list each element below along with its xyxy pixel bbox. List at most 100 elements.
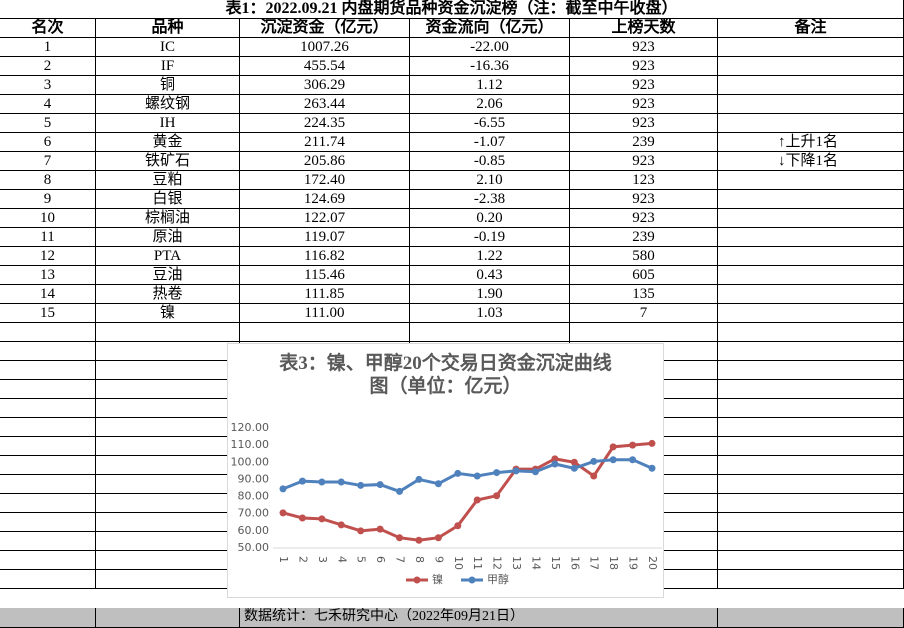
x-tick-label: 3 bbox=[316, 556, 329, 563]
table-cell: -2.38 bbox=[410, 190, 570, 209]
table-cell: 923 bbox=[570, 114, 718, 133]
table-cell: -0.19 bbox=[410, 228, 570, 247]
legend-label: 甲醇 bbox=[487, 572, 509, 586]
table-cell: 455.54 bbox=[240, 57, 410, 76]
empty-cell bbox=[0, 342, 96, 361]
point bbox=[512, 467, 520, 475]
y-tick-label: 70.00 bbox=[238, 507, 270, 520]
point bbox=[648, 439, 656, 447]
empty-cell bbox=[718, 570, 904, 589]
table-cell: 7 bbox=[570, 304, 718, 323]
legend-label: 镍 bbox=[432, 572, 443, 586]
table-cell: 119.07 bbox=[240, 228, 410, 247]
point bbox=[298, 514, 306, 522]
empty-cell bbox=[718, 532, 904, 551]
empty-cell bbox=[0, 513, 96, 532]
table-cell: 211.74 bbox=[240, 133, 410, 152]
point bbox=[648, 464, 656, 472]
point bbox=[551, 460, 559, 468]
point bbox=[318, 515, 326, 523]
table-cell: IF bbox=[96, 57, 240, 76]
x-tick-label: 7 bbox=[394, 556, 407, 563]
table-cell: 124.69 bbox=[240, 190, 410, 209]
table-cell: 15 bbox=[0, 304, 96, 323]
table-cell: 7 bbox=[0, 152, 96, 171]
header-cell: 备注 bbox=[718, 19, 904, 38]
table-cell: 热卷 bbox=[96, 285, 240, 304]
table-cell bbox=[718, 114, 904, 133]
empty-cell bbox=[718, 513, 904, 532]
table-cell: 239 bbox=[570, 133, 718, 152]
empty-cell bbox=[96, 551, 240, 570]
x-tick-label: 18 bbox=[607, 556, 620, 570]
empty-cell bbox=[0, 437, 96, 456]
point bbox=[279, 509, 287, 517]
y-tick-label: 110.00 bbox=[231, 438, 270, 451]
footer-cell bbox=[570, 608, 718, 628]
header-cell: 品种 bbox=[96, 19, 240, 38]
footer-cell bbox=[718, 608, 904, 628]
footer-text: 数据统计：七禾研究中心（2022年09月21日） bbox=[240, 608, 570, 628]
empty-cell bbox=[718, 437, 904, 456]
remark-cell: ↑上升1名 bbox=[718, 133, 904, 152]
point bbox=[570, 458, 578, 466]
x-tick-label: 16 bbox=[568, 556, 581, 570]
empty-cell bbox=[96, 494, 240, 513]
empty-cell bbox=[0, 532, 96, 551]
footer-cell bbox=[0, 608, 96, 628]
x-tick-label: 20 bbox=[646, 556, 659, 570]
y-tick-label: 120.00 bbox=[231, 421, 270, 434]
point bbox=[551, 455, 559, 463]
table-cell: 923 bbox=[570, 38, 718, 57]
table-cell: 棕榈油 bbox=[96, 209, 240, 228]
point bbox=[434, 534, 442, 542]
point bbox=[337, 478, 345, 486]
empty-cell bbox=[96, 532, 240, 551]
table-cell: IH bbox=[96, 114, 240, 133]
point bbox=[376, 481, 384, 489]
chart-plot: 50.0060.0070.0080.0090.00100.00110.00120… bbox=[231, 421, 662, 586]
y-tick-label: 60.00 bbox=[238, 524, 270, 537]
point bbox=[473, 472, 481, 480]
point bbox=[318, 478, 326, 486]
table-cell: 4 bbox=[0, 95, 96, 114]
table-cell: 9 bbox=[0, 190, 96, 209]
x-tick-label: 5 bbox=[355, 556, 368, 563]
table-cell: 0.43 bbox=[410, 266, 570, 285]
table-cell bbox=[718, 171, 904, 190]
point bbox=[357, 527, 365, 535]
x-tick-label: 14 bbox=[529, 556, 542, 570]
table-cell: 111.85 bbox=[240, 285, 410, 304]
table-cell: 923 bbox=[570, 152, 718, 171]
point bbox=[415, 475, 423, 483]
empty-cell bbox=[0, 323, 96, 342]
empty-cell bbox=[96, 475, 240, 494]
table-cell bbox=[718, 247, 904, 266]
empty-cell bbox=[0, 570, 96, 589]
y-tick-label: 90.00 bbox=[238, 472, 270, 485]
table-cell: 923 bbox=[570, 209, 718, 228]
remark-cell: ↓下降1名 bbox=[718, 152, 904, 171]
empty-cell bbox=[718, 323, 904, 342]
table-cell: PTA bbox=[96, 247, 240, 266]
table-cell bbox=[718, 266, 904, 285]
empty-cell bbox=[0, 418, 96, 437]
table-cell: 605 bbox=[570, 266, 718, 285]
x-tick-label: 17 bbox=[588, 556, 601, 570]
table-cell: 580 bbox=[570, 247, 718, 266]
table-cell: -22.00 bbox=[410, 38, 570, 57]
point bbox=[609, 456, 617, 464]
table-cell: 123 bbox=[570, 171, 718, 190]
point bbox=[493, 492, 501, 500]
x-tick-label: 1 bbox=[277, 556, 290, 563]
header-cell: 资金流向（亿元） bbox=[410, 19, 570, 38]
table-title: 表1：2022.09.21 内盘期货品种资金沉淀榜（注：截至中午收盘） bbox=[0, 0, 904, 19]
point bbox=[298, 477, 306, 485]
chart-title: 表3：镍、甲醇20个交易日资金沉淀曲线图（单位：亿元） bbox=[279, 353, 612, 397]
table-cell: 263.44 bbox=[240, 95, 410, 114]
table-cell: 黄金 bbox=[96, 133, 240, 152]
table-cell: IC bbox=[96, 38, 240, 57]
table-cell: 239 bbox=[570, 228, 718, 247]
chart: 表3：镍、甲醇20个交易日资金沉淀曲线图（单位：亿元） 50.00 60.00 70… bbox=[227, 343, 664, 598]
